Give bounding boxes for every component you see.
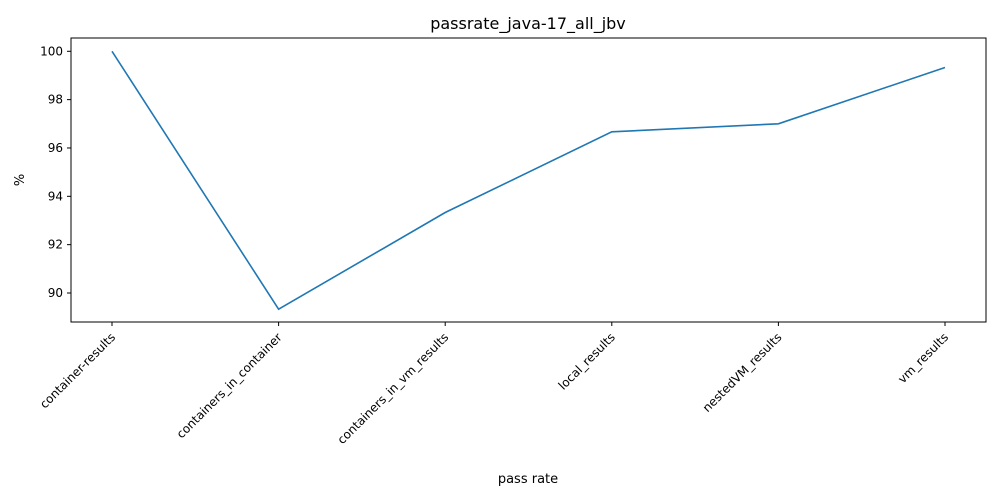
axes-frame <box>70 37 987 323</box>
y-tick-label: 100 <box>40 44 63 58</box>
x-tick-label: nestedVM_results <box>700 330 785 415</box>
series-line <box>111 50 946 311</box>
y-tick-label: 94 <box>48 189 63 203</box>
x-axis-label: pass rate <box>498 472 558 487</box>
x-tick-label: container-results <box>37 330 118 411</box>
plot-area: 90 92 94 96 98 100 container-results containers… <box>37 37 987 447</box>
y-tick-label: 90 <box>48 286 63 300</box>
y-tick-label: 92 <box>48 238 63 252</box>
x-tick-label: containers_in_vm_results <box>335 330 452 447</box>
y-tick-label: 96 <box>48 141 63 155</box>
y-axis-label: % <box>13 174 28 186</box>
x-tick-label: local_results <box>556 330 618 392</box>
x-tick-label: containers_in_container <box>174 330 285 441</box>
chart-title: passrate_java-17_all_jbv <box>430 14 626 34</box>
y-tick-label: 98 <box>48 93 63 107</box>
x-tick-label: vm_results <box>895 330 951 386</box>
